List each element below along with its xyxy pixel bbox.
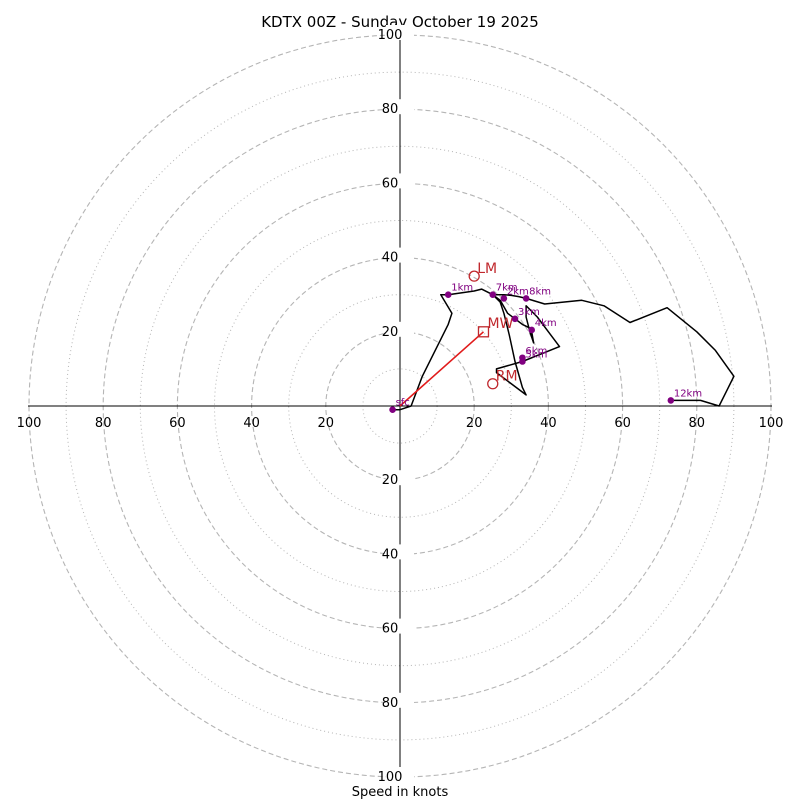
y-tick-labels: 100 80 60 40 20 20 40 60 80 100: [378, 25, 414, 785]
y-tick-label-bg: [386, 470, 414, 486]
x-tick-label: 40: [243, 416, 260, 431]
x-tick-label: 60: [169, 416, 186, 431]
height-marker-4km: [528, 326, 536, 334]
height-marker-1km: [444, 291, 452, 299]
x-tick-label: 100: [17, 416, 42, 431]
y-tick-label: 80: [382, 696, 399, 711]
y-tick-label-bg: [386, 544, 414, 560]
x-tick-label: 20: [318, 416, 335, 431]
height-label-6km: 6km: [525, 346, 547, 357]
y-tick-label-bg: [386, 173, 414, 189]
height-marker-8km: [522, 295, 530, 302]
y-tick-label: 60: [382, 622, 399, 637]
height-label-7km: 7km: [496, 283, 518, 294]
y-tick-label: 20: [382, 325, 399, 340]
height-label-2km: 2km: [507, 286, 529, 297]
height-label-4km: 4km: [535, 318, 557, 329]
y-tick-label: 100: [378, 28, 403, 43]
lm-label: LM: [477, 261, 497, 277]
y-tick-label-bg: [386, 767, 414, 782]
mw-marker: [477, 326, 490, 338]
y-tick-label: 60: [382, 176, 399, 191]
x-tick-label: 60: [614, 416, 631, 431]
y-tick-label: 100: [378, 770, 403, 785]
y-tick-label-bg: [386, 618, 414, 634]
x-tick-label: 80: [689, 416, 706, 431]
x-tick-label: 20: [466, 416, 483, 431]
hodograph-trace: [392, 288, 735, 411]
height-marker-7km: [489, 291, 497, 299]
height-marker-sfc: [389, 406, 396, 414]
hodograph-loop-line: [492, 294, 561, 396]
height-label-3km: 3km: [518, 307, 540, 318]
x-tick-label: 100: [759, 416, 784, 431]
y-tick-label-bg: [386, 247, 414, 263]
y-tick-label-bg: [386, 321, 414, 337]
height-label-5km: 5km: [525, 349, 547, 360]
height-marker-3km: [511, 315, 519, 323]
height-label-12km: 12km: [674, 388, 702, 399]
height-label-1km: 1km: [451, 283, 473, 294]
height-marker-6km: [519, 354, 526, 362]
x-tick-label: 80: [95, 416, 112, 431]
mw-label: MW: [487, 316, 513, 332]
storm-motion: MW LM RM: [399, 261, 518, 407]
height-label-sfc: sfc: [396, 398, 410, 409]
y-tick-label: 40: [382, 547, 399, 562]
y-tick-label-bg: [386, 692, 414, 708]
y-tick-label: 80: [382, 102, 399, 117]
y-tick-label-bg: [386, 25, 414, 40]
y-tick-label: 40: [382, 251, 399, 266]
x-tick-labels: 100 80 60 40 20 20 40 60 80 100: [17, 416, 784, 431]
rm-marker: [487, 378, 499, 390]
lm-marker: [468, 270, 480, 282]
height-marker-12km: [667, 397, 675, 404]
y-tick-label-bg: [386, 99, 414, 115]
mean-wind-vector: [399, 331, 485, 407]
height-label-8km: 8km: [529, 286, 551, 297]
chart-title: KDTX 00Z - Sunday October 19 2025: [261, 13, 539, 31]
y-tick-label: 20: [382, 473, 399, 488]
rm-label: RM: [496, 369, 518, 385]
height-marker-2km: [500, 295, 508, 302]
x-tick-label: 40: [540, 416, 557, 431]
x-axis-label: Speed in knots: [352, 785, 449, 800]
hodograph-main-line: [392, 288, 735, 411]
